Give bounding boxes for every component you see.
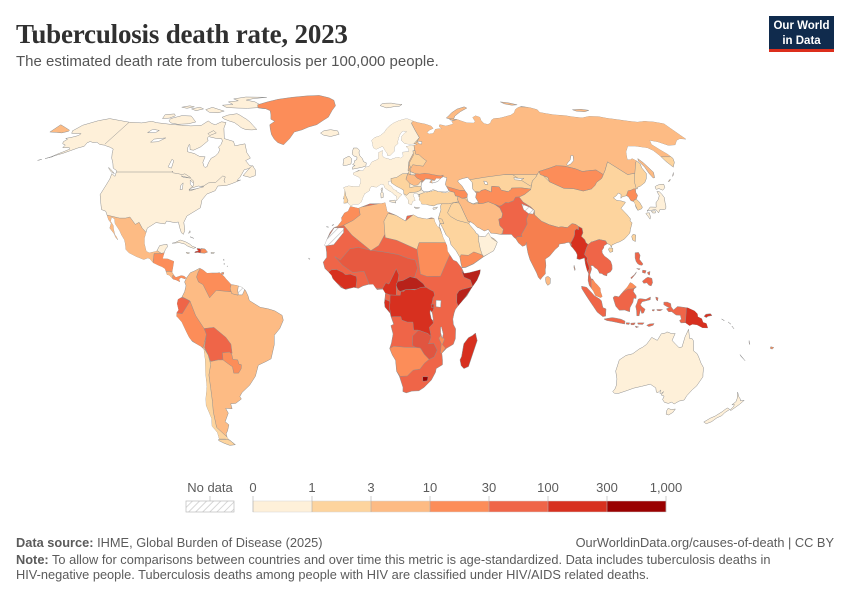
svg-text:3: 3 (367, 480, 374, 495)
svg-text:0: 0 (249, 480, 256, 495)
svg-text:300: 300 (596, 480, 618, 495)
svg-text:100: 100 (537, 480, 559, 495)
svg-text:No data: No data (187, 480, 233, 495)
svg-text:10: 10 (423, 480, 437, 495)
svg-text:1: 1 (308, 480, 315, 495)
svg-text:1,000: 1,000 (650, 480, 683, 495)
svg-text:30: 30 (482, 480, 496, 495)
